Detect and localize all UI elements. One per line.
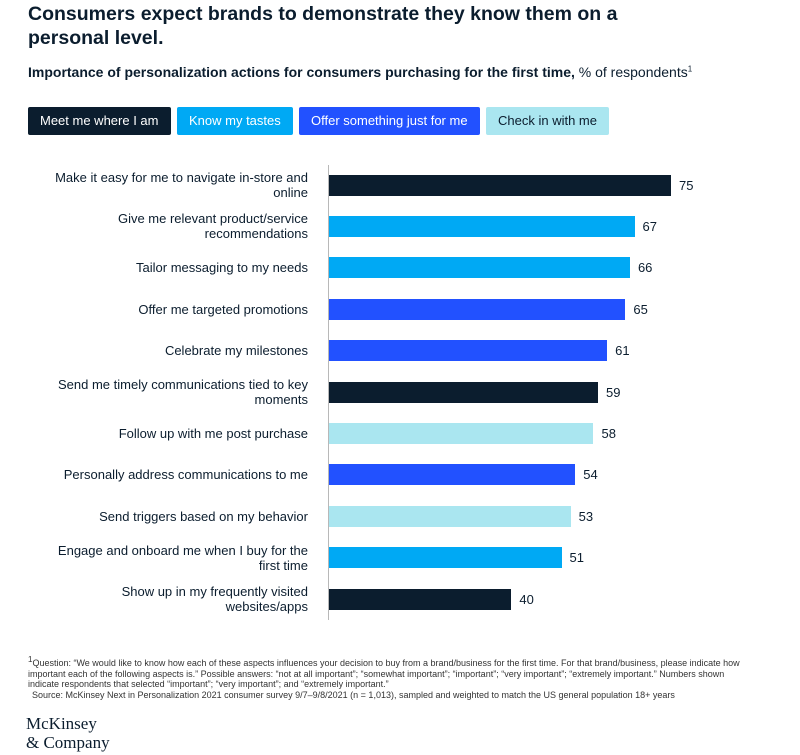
value-label: 67 <box>642 218 657 234</box>
value-label: 58 <box>601 425 616 441</box>
value-label: 51 <box>569 550 585 566</box>
logo: McKinsey & Company <box>26 714 110 752</box>
category-label: Send triggers based on my behavior <box>99 508 308 524</box>
bar <box>329 588 512 610</box>
subtitle-bold: Importance of personalization actions fo… <box>28 64 575 80</box>
legend-item: Check in with me <box>486 107 609 135</box>
footnote-text: Question: “We would like to know how eac… <box>28 658 740 689</box>
bar <box>329 547 562 569</box>
bar <box>329 298 626 320</box>
category-label: Send me timely communications tied to ke… <box>58 377 308 407</box>
footnote: 1Question: “We would like to know how ea… <box>28 655 748 700</box>
footnote-marker: 1 <box>28 655 33 664</box>
chart-title: Consumers expect brands to demonstrate t… <box>28 3 618 49</box>
category-label: Give me relevant product/service recomme… <box>117 211 308 242</box>
bar <box>329 505 571 527</box>
category-label: Make it easy for me to navigate in-store… <box>55 170 308 200</box>
value-label: 61 <box>615 343 630 359</box>
category-label: Personally address communications to me <box>63 467 308 483</box>
value-label: 54 <box>583 467 598 483</box>
category-label: Engage and onboard me when I buy for the… <box>57 542 308 573</box>
footnote-marker: 1 <box>687 64 693 74</box>
value-label: 40 <box>519 591 534 607</box>
bar <box>329 215 635 237</box>
bar <box>329 257 630 279</box>
category-label: Offer me targeted promotions <box>138 301 308 317</box>
bar <box>329 464 576 486</box>
chart-subtitle: Importance of personalization actions fo… <box>28 64 692 80</box>
category-label: Show up in my frequently visited website… <box>121 584 308 614</box>
legend-item: Offer something just for me <box>299 107 480 135</box>
legend-item: Know my tastes <box>177 107 293 135</box>
category-label: Tailor messaging to my needs <box>136 260 308 276</box>
bar <box>329 340 608 362</box>
bar <box>329 381 599 403</box>
logo-line: & Company <box>26 733 110 752</box>
unit-label: % of respondents <box>578 64 688 80</box>
category-label: Celebrate my milestones <box>164 343 308 359</box>
value-label: 59 <box>606 384 621 400</box>
category-label: Follow up with me post purchase <box>118 425 308 441</box>
axis-line <box>328 165 329 620</box>
logo-line: McKinsey <box>26 714 97 733</box>
bar <box>329 174 671 196</box>
value-label: 66 <box>637 260 653 276</box>
value-label: 65 <box>633 301 648 317</box>
value-label: 75 <box>679 177 694 193</box>
value-label: 53 <box>578 508 594 524</box>
source: Source: McKinsey Next in Personalization… <box>32 689 675 700</box>
bar <box>329 422 594 444</box>
legend-item: Meet me where I am <box>28 107 171 135</box>
